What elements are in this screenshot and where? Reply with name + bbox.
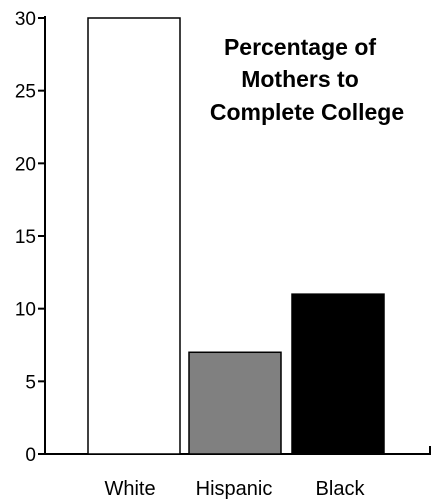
y-tick-label-10: 10	[15, 300, 36, 321]
chart-title-line-3: Complete College	[210, 99, 404, 125]
chart-title: Percentage of Mothers to Complete Colleg…	[210, 34, 404, 125]
bar-black	[291, 293, 385, 455]
chart-category-labels: White Hispanic Black	[104, 478, 365, 500]
y-tick-label-25: 25	[15, 82, 36, 103]
bar-hispanic	[188, 351, 282, 455]
y-tick-label-0: 0	[25, 445, 36, 466]
bar-white	[87, 17, 181, 455]
chart-bars	[87, 17, 385, 455]
category-label-hispanic: Hispanic	[196, 478, 273, 500]
chart-title-line-2: Mothers to	[241, 66, 359, 92]
y-tick-label-15: 15	[15, 227, 36, 248]
y-tick-label-30: 30	[15, 9, 36, 30]
y-tick-label-20: 20	[15, 154, 36, 175]
category-label-white: White	[104, 478, 155, 500]
chart-title-line-1: Percentage of	[224, 34, 376, 60]
y-tick-label-5: 5	[25, 372, 36, 393]
category-label-black: Black	[316, 478, 366, 500]
